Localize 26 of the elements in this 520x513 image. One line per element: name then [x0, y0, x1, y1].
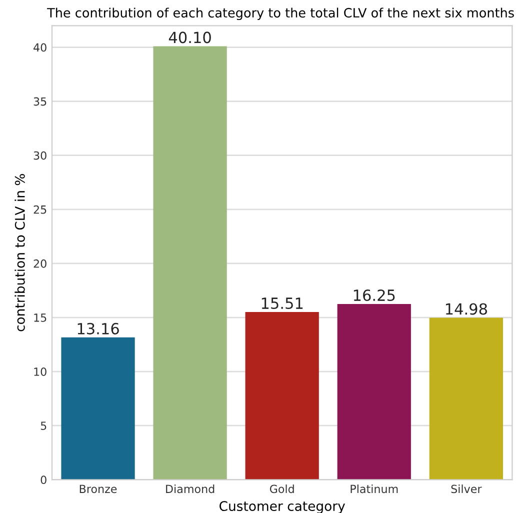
- bar: [337, 304, 411, 480]
- y-tick-label: 10: [34, 368, 46, 376]
- bar: [61, 337, 135, 480]
- bar: [153, 46, 227, 480]
- x-tick-label: Diamond: [166, 484, 214, 494]
- data-label: 15.51: [262, 298, 303, 310]
- y-tick-label: 25: [34, 205, 46, 214]
- y-tick-label: 40: [34, 43, 46, 52]
- data-label: 16.25: [354, 289, 395, 302]
- data-label: 13.16: [78, 322, 119, 334]
- y-tick-label: 30: [34, 151, 46, 160]
- x-tick-label: Gold: [270, 484, 294, 494]
- bar: [429, 318, 503, 480]
- chart-title: The contribution of each category to the total CLV of the next six months: [47, 8, 514, 20]
- bar: [245, 312, 319, 480]
- y-tick-label: 35: [34, 97, 46, 106]
- y-axis-title: contribution to CLV in %: [14, 174, 25, 332]
- x-tick-label: Platinum: [350, 484, 398, 494]
- data-label: 14.98: [446, 303, 488, 315]
- y-tick-label: 15: [34, 314, 46, 322]
- y-tick-label: 5: [40, 422, 46, 430]
- y-tick-label: 0: [40, 476, 46, 484]
- x-tick-label: Bronze: [80, 484, 117, 494]
- y-tick-label: 20: [34, 259, 46, 268]
- x-tick-label: Silver: [451, 484, 482, 494]
- data-label: 40.10: [168, 32, 211, 44]
